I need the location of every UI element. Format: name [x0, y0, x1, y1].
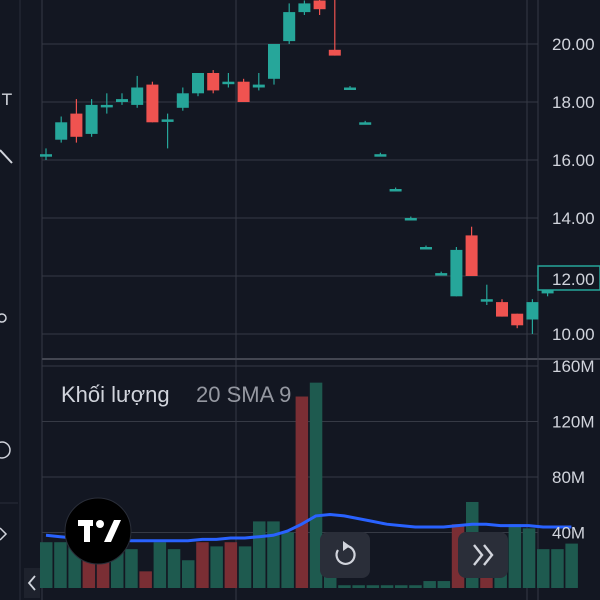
volume-bar [565, 543, 578, 588]
volume-sma-line [45, 512, 572, 543]
candle [40, 148, 52, 160]
reset-chart-button[interactable] [320, 532, 370, 578]
volume-bar [167, 549, 181, 588]
toolbar-trendline-icon[interactable] [0, 149, 13, 164]
candle [420, 245, 432, 250]
volume-tick-label-1: 120M [552, 413, 595, 432]
candle [55, 116, 68, 143]
candle [313, 0, 326, 15]
volume-tick-label-2: 80M [552, 468, 585, 487]
volume-bar [437, 581, 451, 588]
price-tick-label-2: 16.00 [552, 151, 595, 170]
current-price-text: 12.00 [552, 270, 595, 289]
volume-bar [267, 521, 280, 588]
volume-bar [522, 528, 536, 588]
volume-bar [395, 585, 408, 588]
candle [116, 93, 128, 105]
toolbar-measure-icon[interactable] [0, 313, 7, 323]
candle [511, 313, 524, 329]
volume-bar [125, 549, 138, 588]
candle [283, 3, 296, 44]
price-tick-label-5: 10.00 [552, 325, 595, 344]
toolbar-magnet-icon[interactable] [0, 441, 11, 459]
scroll-to-realtime-button[interactable] [458, 532, 508, 578]
candle [176, 87, 189, 111]
candle [70, 99, 83, 143]
price-axis[interactable]: 20.00 18.00 16.00 14.00 10.00 [552, 35, 595, 344]
chevron-left-icon [27, 575, 36, 591]
price-tick-label-3: 14.00 [552, 209, 595, 228]
toolbar-text-icon[interactable]: T [1, 90, 12, 109]
volume-bar [196, 542, 209, 588]
volume-bar [409, 585, 422, 588]
candle [480, 284, 493, 305]
candle [192, 73, 204, 97]
candle [344, 86, 356, 90]
volume-bars [40, 382, 578, 588]
volume-bar [40, 542, 53, 588]
candle [435, 271, 448, 276]
volume-bar [309, 382, 323, 588]
current-price-label: 12.00 [537, 265, 600, 291]
candle [328, 0, 341, 56]
volume-bar [380, 585, 394, 588]
volume-bar [96, 560, 110, 588]
collapse-toolbar-button[interactable] [24, 568, 40, 598]
candle [526, 299, 539, 334]
candle [450, 247, 463, 297]
volume-bar [338, 585, 351, 588]
candle [496, 299, 508, 317]
price-tick-label-0: 20.00 [552, 35, 595, 54]
rotate-ccw-icon [335, 544, 356, 565]
volume-bar [182, 560, 195, 588]
volume-bar [139, 571, 152, 588]
volume-bar [281, 532, 294, 588]
tradingview-logo-icon[interactable] [64, 497, 132, 565]
candle [252, 73, 265, 91]
double-chevron-right-icon [473, 544, 484, 566]
legend-indicator-params: 20 SMA 9 [196, 382, 291, 407]
candle [298, 0, 311, 15]
volume-bar [508, 524, 522, 588]
volume-bar [82, 560, 96, 588]
candle [237, 78, 250, 102]
volume-axis[interactable]: 160M 120M 80M 40M [552, 357, 595, 543]
legend-indicator-name: Khối lượng [61, 382, 170, 407]
left-toolbar: T [0, 0, 21, 600]
volume-bar [295, 396, 309, 588]
toolbar-more-icon[interactable] [0, 527, 8, 541]
candle [131, 75, 144, 108]
volume-bar [423, 581, 436, 588]
candle [465, 226, 478, 276]
volume-bar [224, 542, 238, 588]
volume-bar [210, 546, 223, 588]
candle [404, 216, 417, 221]
volume-bar [352, 585, 365, 588]
candle [389, 187, 402, 192]
volume-bar [551, 549, 564, 588]
candle [207, 70, 220, 94]
candle [268, 44, 280, 85]
volume-bar [253, 521, 266, 588]
volume-bar [537, 549, 550, 588]
candle [146, 81, 159, 123]
candle [161, 113, 174, 149]
candle [222, 73, 235, 88]
volume-bar [366, 585, 380, 588]
candle [374, 152, 387, 157]
volume-bar [238, 546, 252, 588]
volume-bar [54, 542, 67, 588]
candle [100, 93, 113, 114]
volume-tick-label-0: 160M [552, 357, 595, 376]
volume-legend[interactable]: Khối lượng 20 SMA 9 [61, 382, 291, 407]
candle [85, 99, 98, 137]
volume-tick-label-3: 40M [552, 524, 585, 543]
price-tick-label-1: 18.00 [552, 93, 595, 112]
candle [359, 120, 372, 125]
volume-bar [153, 542, 167, 588]
